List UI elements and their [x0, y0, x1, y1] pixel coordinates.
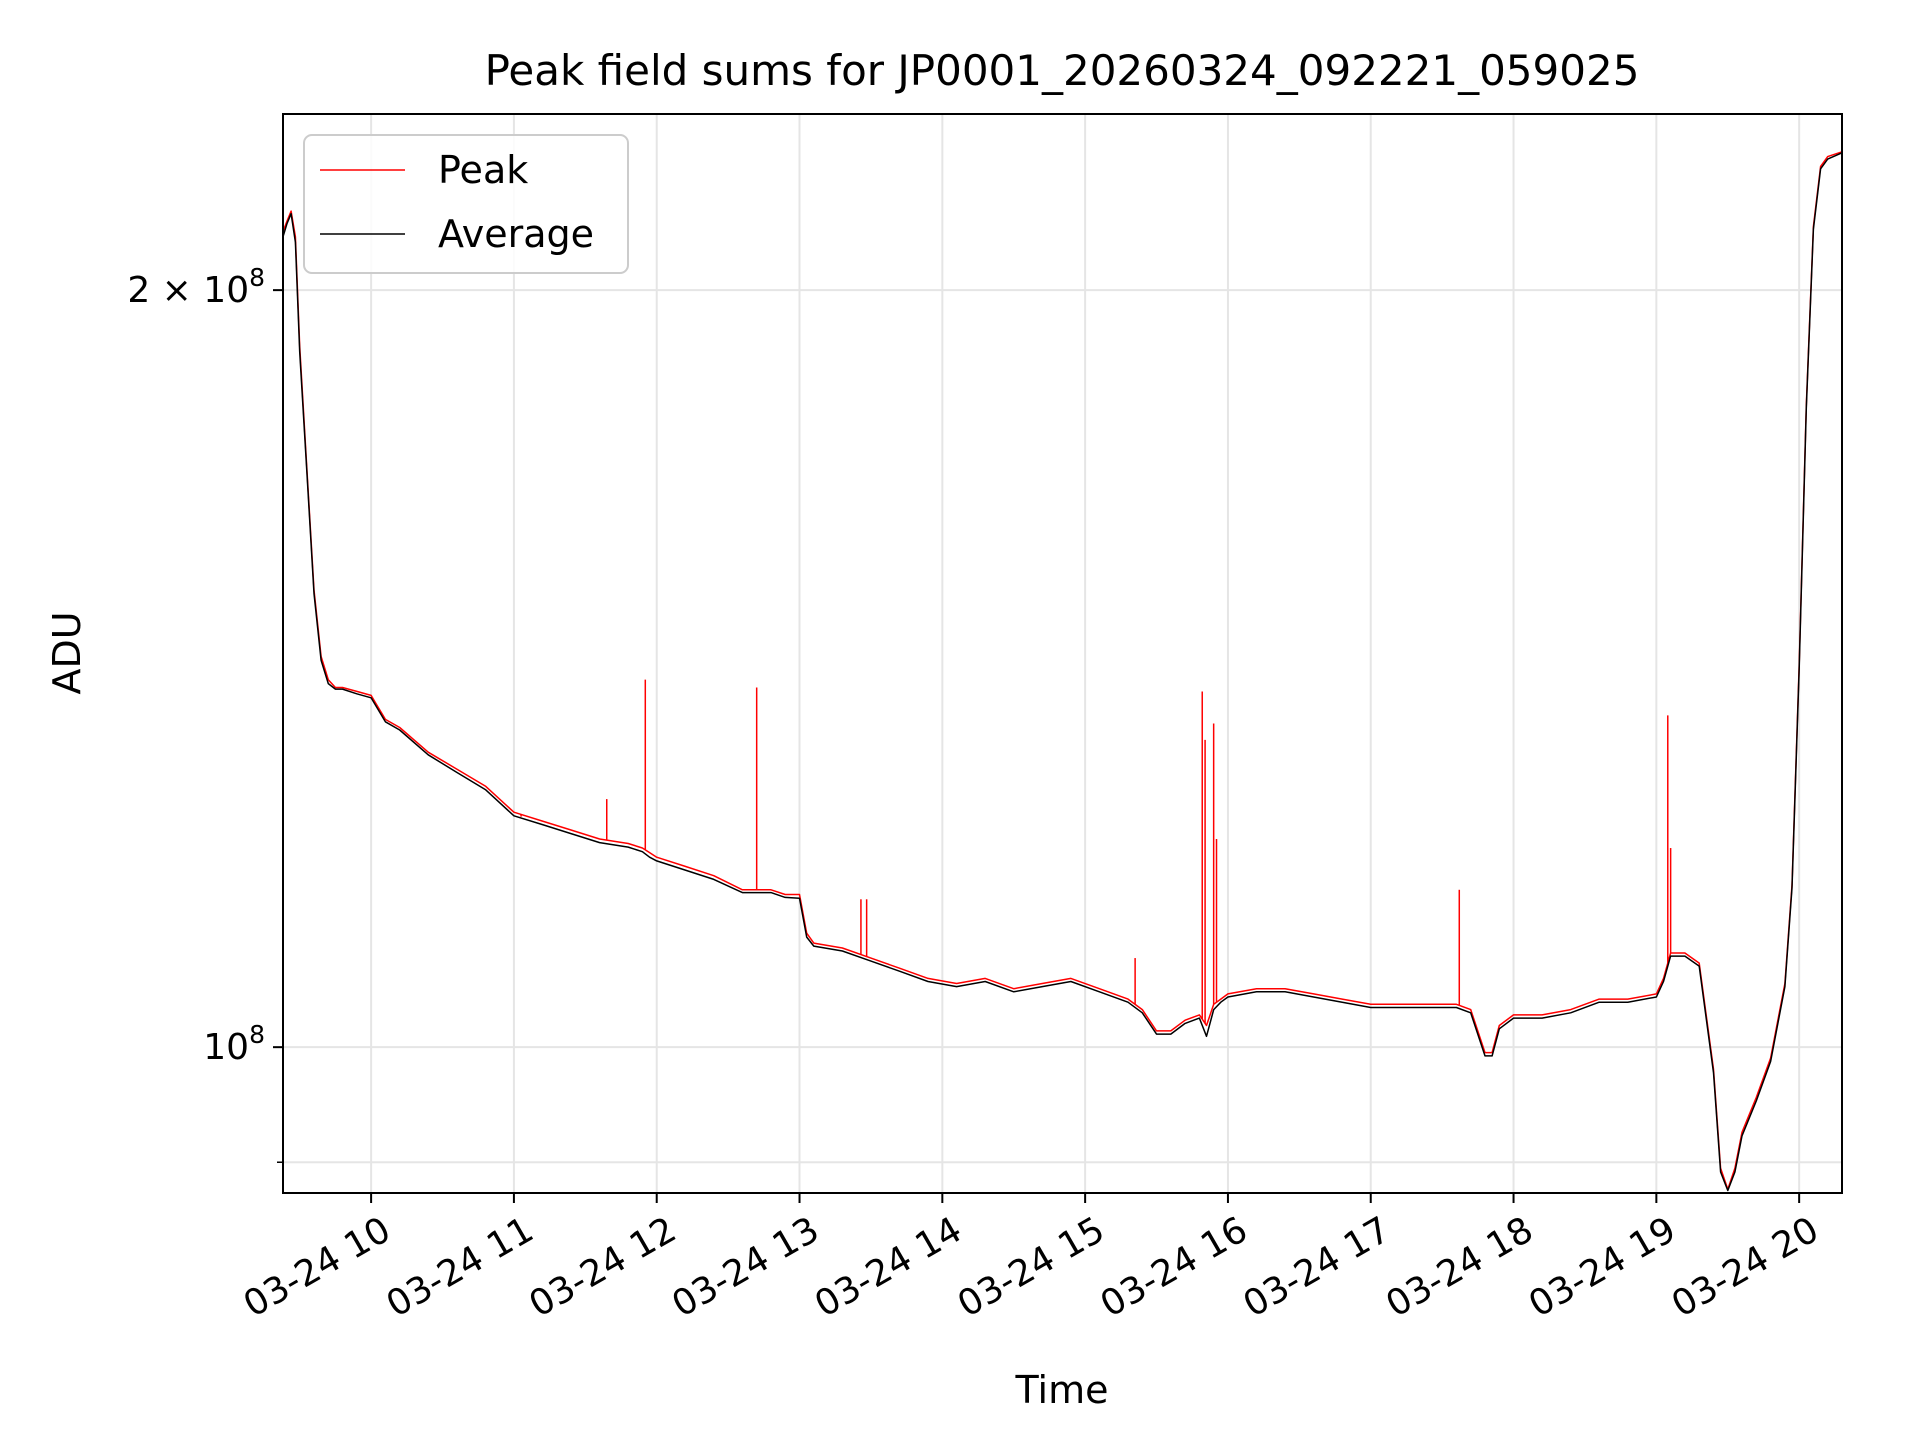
- chart-title: Peak field sums for JP0001_20260324_0922…: [485, 46, 1640, 95]
- y-axis-label: ADU: [45, 611, 89, 694]
- x-axis-label: Time: [1015, 1368, 1109, 1412]
- y-tick-label: 2 × 108: [127, 263, 265, 311]
- y-tick-label: 108: [203, 1020, 265, 1068]
- legend: Peak Average: [303, 134, 629, 274]
- y-axis: 108 2 × 108: [127, 263, 283, 1163]
- grid: [283, 114, 1842, 1193]
- axes-frame: [282, 113, 1843, 1194]
- series-line-peak: [282, 151, 1843, 1191]
- plot-area: [282, 151, 1843, 1192]
- legend-label-average: Average: [438, 212, 594, 256]
- series-line-average: [282, 152, 1843, 1192]
- legend-label-peak: Peak: [438, 148, 528, 192]
